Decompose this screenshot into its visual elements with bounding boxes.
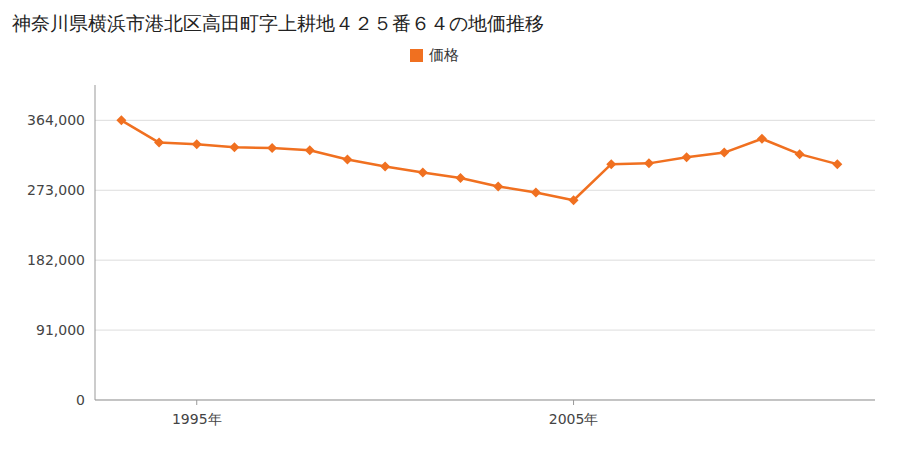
y-tick-label: 182,000 (27, 252, 85, 268)
background (0, 0, 900, 450)
y-axis (95, 85, 96, 400)
point (267, 143, 277, 153)
grid-line (95, 330, 875, 331)
x-tick (573, 400, 574, 405)
point (192, 139, 202, 149)
point (531, 188, 541, 198)
grid-line (95, 400, 875, 401)
grid-line (95, 260, 875, 261)
point (154, 138, 164, 148)
y-tick-label: 91,000 (36, 322, 85, 338)
point (229, 142, 239, 152)
point (644, 158, 654, 168)
point (682, 152, 692, 162)
y-tick-label: 0 (76, 392, 85, 408)
point (380, 161, 390, 171)
y-tick-label: 273,000 (27, 182, 85, 198)
point (757, 134, 767, 144)
legend: 価格 (410, 46, 459, 64)
point (456, 173, 466, 183)
point (493, 181, 503, 191)
point (342, 155, 352, 165)
legend-label: 価格 (429, 46, 459, 64)
chart: 神奈川県横浜市港北区高田町字上耕地４２５番６４の地価推移 0 91,000 182,0… (0, 0, 900, 450)
grid-line (95, 190, 875, 191)
title: 神奈川県横浜市港北区高田町字上耕地４２５番６４の地価推移 (12, 12, 544, 34)
plot-area (116, 115, 842, 205)
point (795, 149, 805, 159)
y-tick-label: 364,000 (27, 112, 85, 128)
line (121, 120, 837, 200)
x-tick (196, 400, 197, 405)
legend-swatch (410, 49, 423, 62)
x-tick-label: 1995年 (172, 411, 222, 427)
point (606, 159, 616, 169)
point (305, 145, 315, 155)
point (418, 168, 428, 178)
point (116, 115, 126, 125)
point (832, 159, 842, 169)
grid (95, 120, 875, 400)
x-tick-label: 2005年 (549, 411, 599, 427)
grid-line (95, 120, 875, 121)
x-axis (95, 400, 875, 401)
point (569, 195, 579, 205)
point (719, 148, 729, 158)
